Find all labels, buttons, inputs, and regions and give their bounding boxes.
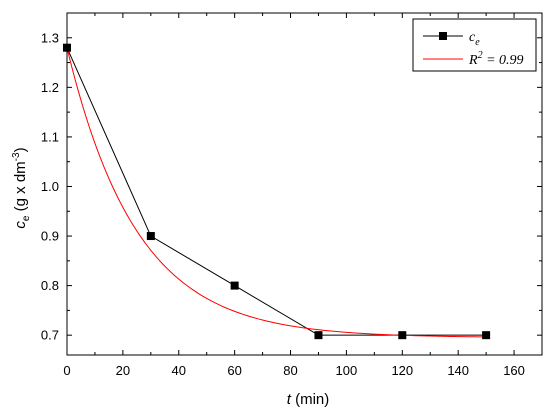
y-tick-label: 1.0	[41, 179, 59, 194]
x-tick-label: 40	[172, 363, 186, 378]
x-tick-label: 140	[447, 363, 469, 378]
series-fit-curve	[66, 47, 487, 338]
legend-box	[412, 18, 537, 72]
x-tick-label: 120	[391, 363, 413, 378]
x-tick-label: 160	[503, 363, 525, 378]
data-point	[63, 43, 71, 52]
y-tick-label: 1.3	[41, 30, 59, 45]
x-tick-label: 100	[336, 363, 358, 378]
data-point	[230, 281, 239, 290]
legend-label-ce: ce	[469, 30, 480, 48]
plot-area	[66, 12, 543, 356]
series-ce-line	[66, 47, 487, 336]
data-point	[314, 331, 323, 340]
x-tick-label: 20	[116, 363, 130, 378]
data-point	[146, 232, 155, 241]
y-tick-label: 1.1	[41, 129, 59, 144]
y-tick-label: 0.7	[41, 328, 59, 343]
data-point	[482, 331, 491, 340]
y-tick-label: 1.2	[41, 80, 59, 95]
legend-marker-ce	[439, 32, 447, 40]
data-point	[398, 331, 407, 340]
legend-label-fit: R2 = 0.99	[468, 50, 524, 68]
x-tick-label: 60	[227, 363, 241, 378]
y-tick-label: 0.8	[41, 278, 59, 293]
x-tick-label: 0	[63, 363, 70, 378]
x-tick-label: 80	[283, 363, 297, 378]
x-axis-title: t (min)	[287, 391, 330, 408]
y-axis-title: ce (g x dm-3)	[11, 147, 32, 228]
y-tick-label: 0.9	[41, 229, 59, 244]
legend: ce R2 = 0.99	[412, 18, 537, 72]
